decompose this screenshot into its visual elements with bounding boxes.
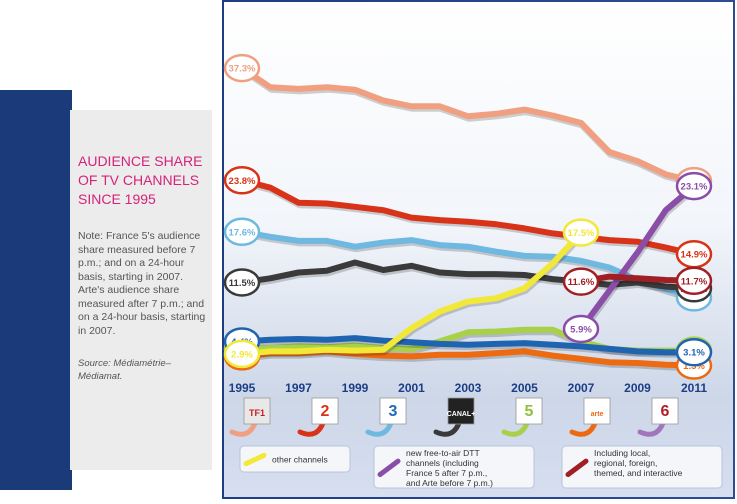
svg-text:37.3%: 37.3%: [229, 64, 256, 75]
chart-title: AUDIENCE SHARE OF TV CHANNELS SINCE 1995: [78, 153, 203, 207]
channel-logo: 2: [297, 397, 339, 437]
data-label-start: 11.5%: [223, 268, 261, 297]
svg-text:other channels: other channels: [272, 455, 328, 465]
data-label-end: 3.1%: [675, 337, 713, 367]
svg-text:3: 3: [389, 403, 398, 420]
svg-text:Including local,regional, fore: Including local, regional, foreign, themed…: [594, 448, 683, 478]
channel-logo: TF1: [229, 397, 271, 437]
x-tick-label: 1995: [229, 381, 256, 395]
chart-source: Source: Médiamétrie– Médiamat.: [78, 358, 171, 382]
svg-text:5.9%: 5.9%: [570, 324, 592, 335]
data-label-start: 23.8%: [223, 166, 261, 195]
chart-panel: 37.3%23.7%23.8%14.9%17.6%9.7%11.5%10.8%3…: [222, 0, 735, 499]
svg-text:3.1%: 3.1%: [683, 348, 705, 359]
data-label-end: 23.1%: [675, 171, 713, 201]
svg-text:23.1%: 23.1%: [681, 182, 708, 193]
line-chart: 37.3%23.7%23.8%14.9%17.6%9.7%11.5%10.8%3…: [222, 0, 735, 499]
data-label-start: 11.6%: [562, 267, 600, 296]
series-line-including-9: [578, 273, 697, 285]
data-label-start: 2.9%: [223, 339, 261, 369]
svg-text:17.6%: 17.6%: [229, 227, 256, 238]
legend-item: Including local, regional, foreign, themed…: [561, 445, 723, 489]
svg-text:6: 6: [661, 403, 670, 420]
data-label-end: 11.7%: [675, 266, 713, 296]
series-line-france-1: [239, 177, 697, 258]
svg-text:5: 5: [525, 403, 534, 420]
x-tick-label: 2005: [511, 381, 538, 395]
x-tick-label: 1999: [342, 381, 369, 395]
data-label-start: 17.6%: [223, 217, 261, 247]
caption-box: AUDIENCE SHARE OF TV CHANNELS SINCE 1995…: [70, 110, 212, 470]
svg-text:11.5%: 11.5%: [229, 278, 256, 289]
svg-text:11.7%: 11.7%: [681, 276, 708, 287]
svg-text:17.5%: 17.5%: [568, 228, 595, 239]
svg-text:11.6%: 11.6%: [568, 277, 595, 288]
channel-logo: CANAL+: [433, 397, 476, 437]
svg-text:arte: arte: [591, 411, 604, 418]
x-tick-label: 2003: [455, 381, 482, 395]
svg-text:2: 2: [321, 403, 330, 420]
series-line-france-2: [239, 228, 697, 301]
x-tick-label: 2007: [568, 381, 595, 395]
channel-logo: 6: [637, 397, 679, 437]
channel-logo: 3: [365, 397, 407, 437]
svg-text:1.5%: 1.5%: [683, 361, 705, 372]
series-line-other-7: [239, 229, 584, 357]
x-tick-label: 2011: [681, 381, 707, 395]
legend-item: other channels: [239, 445, 351, 473]
legend-item: new free-to-air DTT channels (including Fr…: [373, 445, 535, 489]
data-label-start: 37.3%: [223, 53, 261, 83]
x-tick-label: 1997: [285, 381, 312, 395]
data-label-end: 17.5%: [562, 218, 600, 247]
series-line-m6-6: [239, 335, 697, 356]
chart-note: Note: France 5's audience share measured…: [78, 230, 206, 337]
svg-text:CANAL+: CANAL+: [447, 411, 476, 418]
svg-text:14.9%: 14.9%: [681, 250, 708, 261]
data-label-end: 14.9%: [675, 239, 713, 269]
x-tick-label: 2009: [624, 381, 651, 395]
series-line-new-8: [578, 183, 697, 332]
channel-logo: arte: [569, 397, 611, 437]
series-line-canal-3: [239, 259, 697, 292]
blue-side-bar: [0, 90, 72, 490]
data-label-start: 5.9%: [562, 314, 600, 344]
svg-text:23.8%: 23.8%: [229, 176, 256, 187]
x-tick-label: 2001: [398, 381, 425, 395]
svg-text:2.9%: 2.9%: [231, 349, 253, 360]
channel-logo: 5: [501, 397, 543, 437]
svg-text:TF1: TF1: [249, 408, 265, 418]
series-line-tf1-0: [239, 65, 697, 185]
